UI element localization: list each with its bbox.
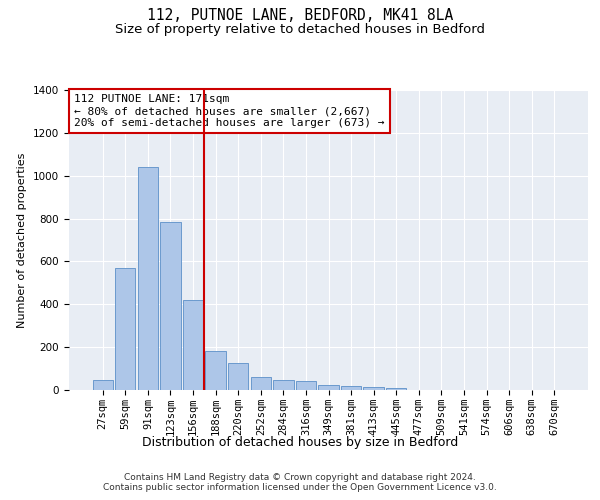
Y-axis label: Number of detached properties: Number of detached properties bbox=[17, 152, 28, 328]
Text: 112, PUTNOE LANE, BEDFORD, MK41 8LA: 112, PUTNOE LANE, BEDFORD, MK41 8LA bbox=[147, 8, 453, 22]
Bar bbox=[251, 376, 271, 390]
Bar bbox=[183, 300, 203, 390]
Bar bbox=[228, 363, 248, 390]
Bar bbox=[296, 381, 316, 390]
Text: Size of property relative to detached houses in Bedford: Size of property relative to detached ho… bbox=[115, 22, 485, 36]
Bar bbox=[138, 167, 158, 390]
Bar bbox=[92, 380, 113, 390]
Text: Contains HM Land Registry data © Crown copyright and database right 2024.
Contai: Contains HM Land Registry data © Crown c… bbox=[103, 473, 497, 492]
Bar bbox=[273, 380, 293, 390]
Bar bbox=[319, 386, 338, 390]
Bar bbox=[386, 388, 406, 390]
Bar bbox=[160, 222, 181, 390]
Bar bbox=[115, 268, 136, 390]
Bar bbox=[364, 388, 384, 390]
Bar bbox=[341, 386, 361, 390]
Bar bbox=[205, 352, 226, 390]
Text: 112 PUTNOE LANE: 171sqm
← 80% of detached houses are smaller (2,667)
20% of semi: 112 PUTNOE LANE: 171sqm ← 80% of detache… bbox=[74, 94, 385, 128]
Text: Distribution of detached houses by size in Bedford: Distribution of detached houses by size … bbox=[142, 436, 458, 449]
